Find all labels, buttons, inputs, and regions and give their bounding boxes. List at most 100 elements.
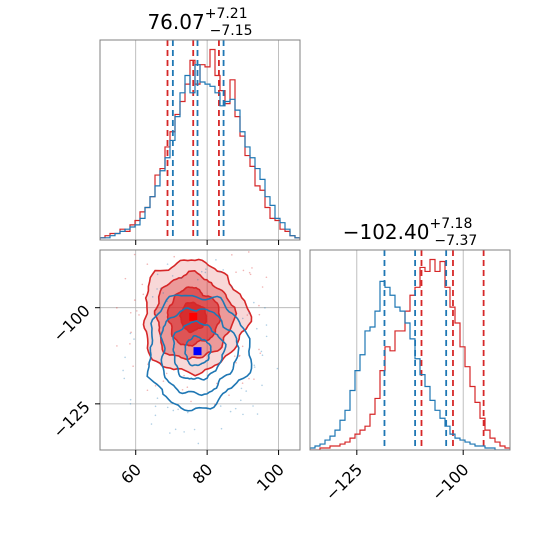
red-sample-point (242, 269, 245, 272)
red-sample-point (258, 348, 260, 351)
red-sample-point (233, 355, 236, 357)
red-sample-point (162, 380, 165, 382)
blue-sample-point (276, 367, 279, 370)
red-sample-point (155, 247, 157, 249)
blue-sample-point (166, 263, 169, 265)
x-tick-label: −125 (322, 460, 367, 505)
blue-sample-point (122, 369, 124, 372)
red-sample-point (253, 378, 255, 380)
hist-param2-grid (356, 250, 464, 450)
hist-param2-title: −102.40+7.18 −7.37 (343, 216, 478, 249)
blue-sample-point (230, 286, 233, 288)
contour-frame (99, 249, 301, 451)
red-sample-point (181, 388, 184, 391)
red-sample-point (228, 394, 230, 397)
blue-sample-point (229, 410, 232, 413)
blue-sample-point (193, 428, 196, 431)
y-tick-label: −100 (49, 301, 94, 346)
blue-contour-line (159, 307, 240, 397)
blue-truth-marker (193, 347, 202, 356)
red-sample-point (258, 304, 260, 307)
red-sample-point (238, 354, 241, 357)
contour-panel: 60 80 100 −100 −125 (49, 243, 301, 495)
red-sample-point (261, 286, 264, 288)
blue-sample-point (241, 317, 244, 320)
red-histogram (310, 258, 510, 450)
blue-sample-point (129, 402, 132, 405)
red-sample-point (133, 299, 136, 301)
blue-histogram (100, 64, 300, 240)
red-sample-point (265, 276, 268, 279)
blue-sample-point (156, 397, 159, 399)
red-sample-point (235, 362, 237, 364)
hist-param1-frame (99, 39, 301, 241)
red-sample-point (259, 352, 262, 354)
title-median: −102.40 (343, 220, 430, 244)
red-contour-line (179, 301, 208, 334)
x-tick-label: 60 (117, 460, 145, 488)
blue-sample-point (129, 332, 132, 335)
blue-sample-point (219, 405, 222, 407)
x-tick-label: 100 (253, 460, 288, 495)
hist-param2-marks (310, 250, 510, 450)
blue-sample-point (166, 406, 169, 409)
title-plus: +7.21 (205, 6, 248, 22)
blue-sample-point (252, 405, 254, 407)
blue-sample-point (256, 327, 258, 330)
blue-sample-point (245, 390, 248, 392)
title-plus: +7.18 (429, 216, 472, 232)
blue-sample-point (133, 338, 135, 340)
red-sample-point (124, 277, 127, 280)
red-truth-marker (189, 312, 198, 321)
blue-sample-point (156, 288, 158, 290)
hist-param2-background (310, 250, 510, 450)
hist-param1-marks (100, 40, 300, 240)
red-sample-point (241, 345, 244, 348)
blue-contour-line (184, 335, 212, 367)
blue-sample-point (265, 324, 268, 326)
red-sample-point (165, 245, 167, 247)
red-sample-point (231, 254, 233, 256)
x-tick-label: 80 (189, 460, 217, 488)
blue-sample-point (261, 354, 264, 357)
blue-contour-line (172, 320, 227, 381)
red-sample-point (132, 365, 134, 367)
red-sample-point (142, 293, 145, 296)
blue-sample-point (242, 413, 244, 416)
red-sample-point (169, 243, 171, 245)
blue-sample-point (219, 270, 221, 273)
red-sample-point (238, 355, 240, 358)
blue-sample-point (162, 292, 165, 294)
red-sample-point (190, 400, 192, 403)
red-sample-point (146, 263, 149, 265)
contour-xticks: 60 80 100 (117, 450, 288, 495)
red-sample-point (180, 246, 182, 248)
title-median: 76.07 (147, 10, 204, 34)
red-sample-point (186, 386, 189, 389)
blue-sample-point (174, 428, 177, 431)
title-minus: −7.15 (210, 23, 253, 39)
blue-sample-point (154, 405, 157, 408)
hist-param2-xticks: −125 −100 (322, 450, 473, 504)
red-sample-point (154, 384, 157, 387)
x-tick-label: −100 (428, 460, 473, 505)
red-sample-point (129, 311, 132, 314)
red-sample-point (141, 283, 144, 286)
hist-param1-title: 76.07+7.21 −7.15 (147, 6, 252, 39)
blue-sample-point (261, 384, 263, 387)
blue-sample-point (129, 398, 132, 401)
blue-sample-point (204, 271, 207, 274)
red-sample-point (249, 273, 252, 276)
red-sample-point (136, 310, 138, 312)
blue-sample-point (150, 423, 153, 425)
blue-sample-point (264, 307, 266, 309)
red-sample-point (248, 271, 251, 274)
contour-yticks: −100 −125 (49, 301, 100, 442)
red-sample-point (248, 377, 250, 380)
red-sample-point (116, 345, 118, 347)
blue-histogram (310, 280, 510, 450)
red-contour-line (142, 258, 253, 377)
blue-sample-point (260, 350, 263, 353)
